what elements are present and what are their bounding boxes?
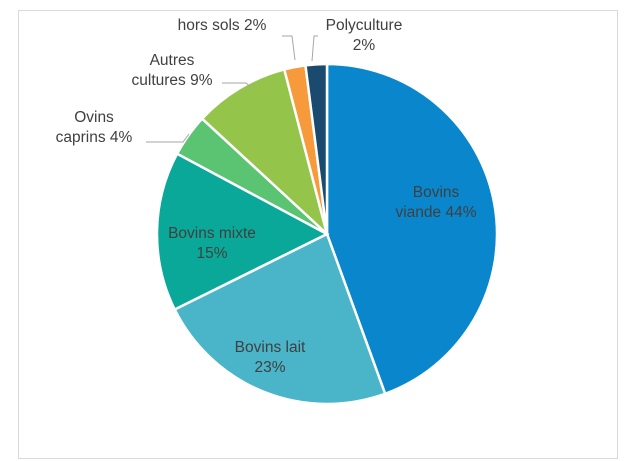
pie-labels: Bovins viande 44% Bovins lait 23% Bovins mix… <box>56 17 477 376</box>
pie-slices <box>155 62 499 406</box>
leader-line <box>282 35 296 61</box>
data-label: Ovins caprins 4% <box>56 109 133 146</box>
leader-line <box>146 133 190 143</box>
data-label: Bovins mixte 15% <box>168 225 256 262</box>
pie-slice-bovins-lait <box>173 232 387 406</box>
pie-slice-autres-cultures <box>200 67 330 238</box>
data-label: Polyculture 2% <box>326 17 403 54</box>
pie-slice-bovins-viande <box>325 62 499 396</box>
data-label: hors sols 2% <box>178 17 267 34</box>
leader-line <box>222 82 253 89</box>
pie-slice-bovins-mixte <box>155 152 330 312</box>
data-label: Autres cultures 9% <box>132 52 213 89</box>
leader-line <box>311 35 318 62</box>
data-label: Bovins lait 23% <box>235 339 306 376</box>
data-label: Bovins viande 44% <box>395 184 476 221</box>
pie-slice-polyculture <box>304 62 329 235</box>
